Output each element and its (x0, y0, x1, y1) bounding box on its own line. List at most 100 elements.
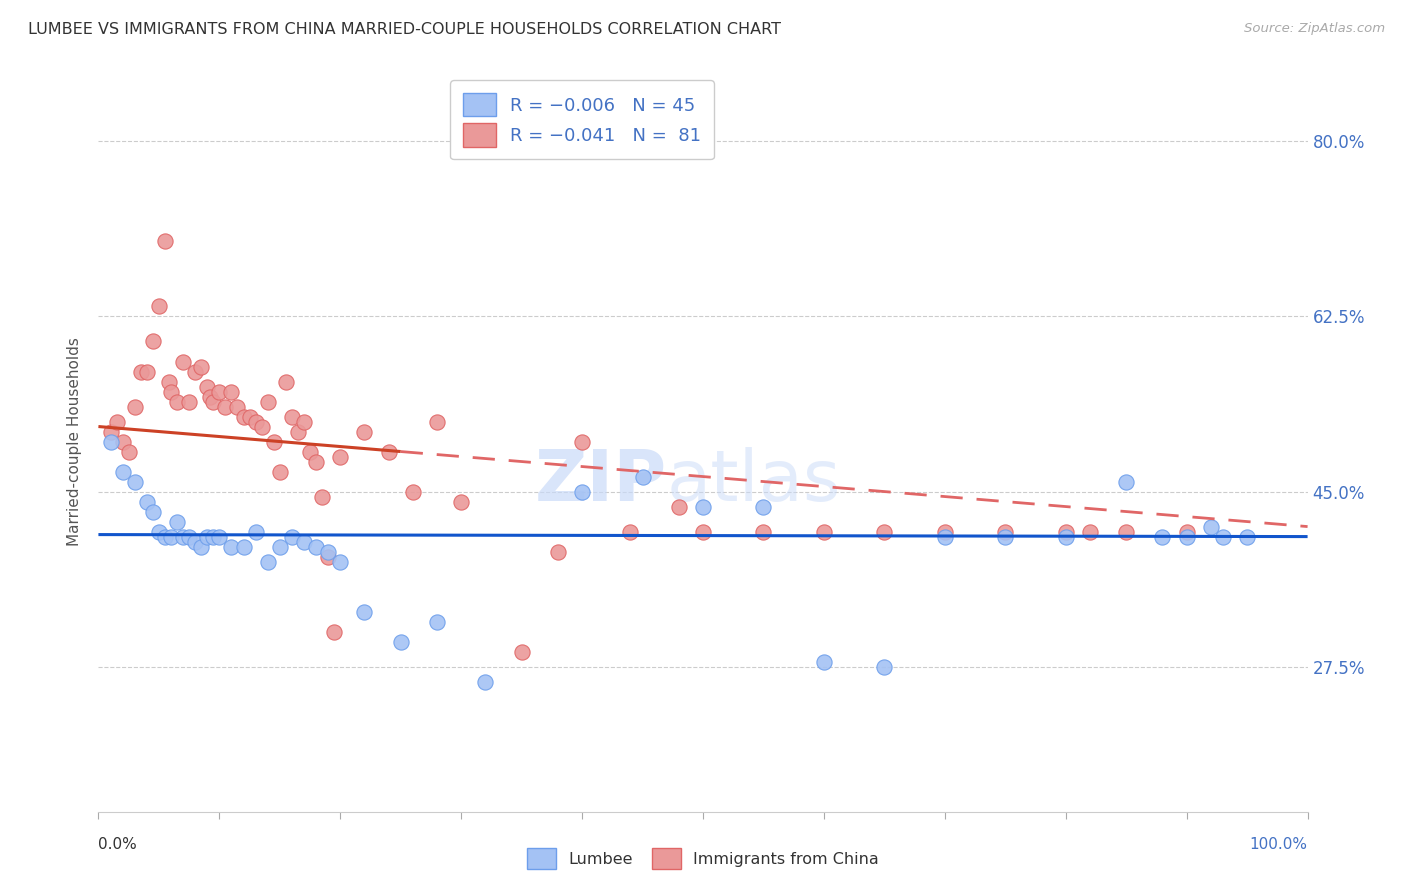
Point (221, 540, 243, 554)
Point (208, 384, 231, 399)
Point (166, 394, 188, 409)
Point (142, 505, 165, 519)
Point (232, 409, 254, 424)
Legend: Lumbee, Immigrants from China: Lumbee, Immigrants from China (520, 842, 886, 875)
Point (934, 530, 956, 544)
Point (1115, 524, 1137, 539)
Point (323, 624, 346, 639)
Point (692, 500, 714, 514)
Point (692, 524, 714, 539)
Text: 100.0%: 100.0% (1250, 837, 1308, 852)
Point (813, 655, 835, 669)
Point (256, 394, 278, 409)
Point (232, 540, 254, 554)
Point (250, 419, 273, 434)
Point (353, 425, 375, 439)
Legend: R = −0.006   N = 45, R = −0.041   N =  81: R = −0.006 N = 45, R = −0.041 N = 81 (450, 80, 714, 160)
Point (124, 400, 146, 414)
Point (179, 394, 201, 409)
Point (316, 544, 339, 558)
Point (135, 364, 157, 378)
Point (245, 524, 267, 539)
Point (426, 615, 449, 629)
Point (202, 394, 225, 409)
Text: Source: ZipAtlas.com: Source: ZipAtlas.com (1244, 22, 1385, 36)
Point (752, 500, 775, 514)
Y-axis label: Married-couple Households: Married-couple Households (67, 337, 83, 546)
Point (157, 375, 180, 389)
Point (873, 659, 896, 673)
Point (305, 454, 328, 468)
Point (129, 364, 152, 378)
Point (221, 384, 243, 399)
Point (256, 555, 278, 569)
Point (631, 469, 654, 483)
Point (148, 524, 170, 539)
Text: atlas: atlas (666, 447, 841, 516)
Point (1236, 530, 1258, 544)
Point (153, 530, 176, 544)
Point (135, 494, 157, 508)
Point (426, 415, 449, 429)
Point (994, 530, 1017, 544)
Point (269, 540, 291, 554)
Point (245, 415, 267, 429)
Point (1199, 519, 1222, 533)
Point (142, 334, 165, 349)
Point (752, 524, 775, 539)
Text: 0.0%: 0.0% (98, 837, 138, 852)
Point (1054, 524, 1077, 539)
Point (934, 524, 956, 539)
Point (353, 605, 375, 619)
Point (166, 515, 188, 529)
Point (269, 465, 291, 479)
Point (226, 400, 249, 414)
Point (571, 484, 593, 499)
Point (668, 500, 690, 514)
Point (329, 450, 352, 464)
Point (190, 540, 212, 554)
Point (292, 415, 315, 429)
Point (292, 534, 315, 549)
Point (160, 530, 183, 544)
Point (873, 524, 896, 539)
Point (994, 524, 1017, 539)
Point (195, 379, 218, 393)
Point (450, 494, 472, 508)
Point (281, 530, 304, 544)
Point (148, 300, 170, 314)
Text: ZIP: ZIP (534, 447, 666, 516)
Point (571, 434, 593, 449)
Point (305, 540, 328, 554)
Point (263, 434, 285, 449)
Point (1175, 530, 1198, 544)
Point (124, 475, 146, 489)
Point (1212, 530, 1234, 544)
Text: LUMBEE VS IMMIGRANTS FROM CHINA MARRIED-COUPLE HOUSEHOLDS CORRELATION CHART: LUMBEE VS IMMIGRANTS FROM CHINA MARRIED-… (28, 22, 782, 37)
Point (111, 434, 134, 449)
Point (190, 359, 212, 374)
Point (274, 375, 297, 389)
Point (329, 555, 352, 569)
Point (118, 444, 141, 458)
Point (195, 530, 218, 544)
Point (100, 425, 122, 439)
Point (100, 434, 122, 449)
Point (172, 530, 194, 544)
Point (547, 544, 569, 558)
Point (179, 530, 201, 544)
Point (1152, 530, 1174, 544)
Point (377, 444, 399, 458)
Point (214, 400, 236, 414)
Point (1054, 530, 1077, 544)
Point (239, 409, 262, 424)
Point (287, 425, 309, 439)
Point (1175, 524, 1198, 539)
Point (184, 534, 207, 549)
Point (299, 444, 322, 458)
Point (389, 634, 412, 648)
Point (281, 409, 304, 424)
Point (111, 465, 134, 479)
Point (474, 674, 496, 689)
Point (105, 415, 128, 429)
